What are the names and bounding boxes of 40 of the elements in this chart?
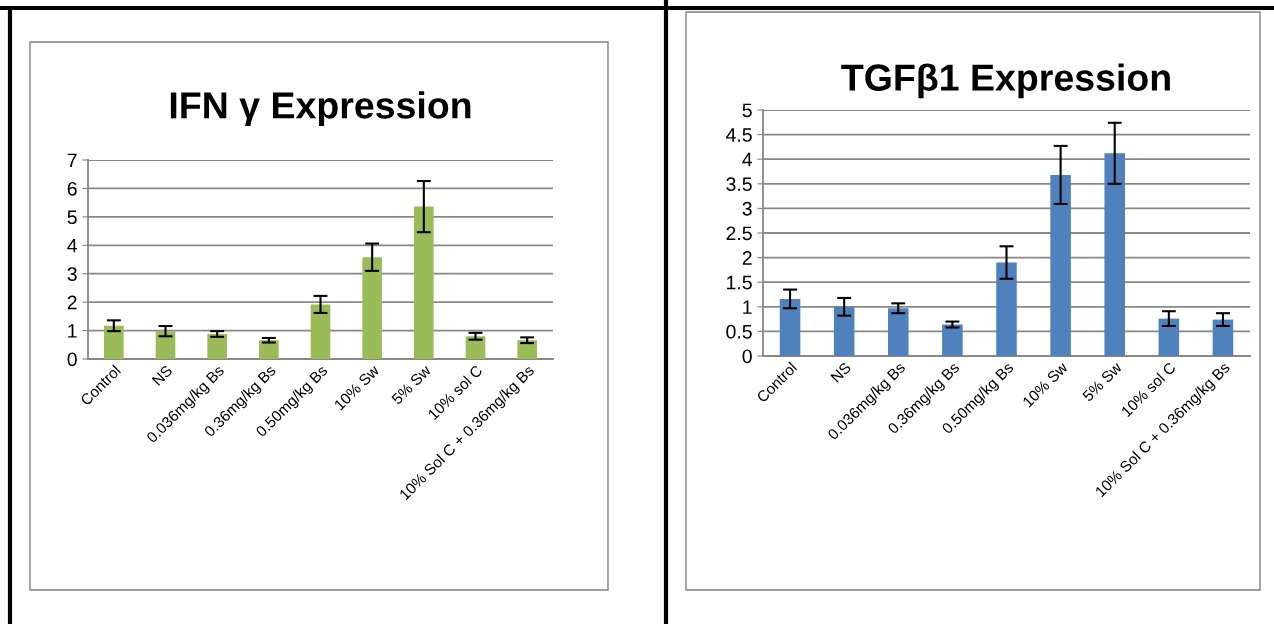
y-tick-label: 4 <box>67 238 78 253</box>
bar <box>155 331 176 359</box>
bar <box>1050 174 1071 356</box>
y-tick-label: 3.5 <box>726 177 752 192</box>
y-tick-label: 0 <box>742 349 752 364</box>
bar <box>465 336 486 359</box>
bar <box>888 308 909 356</box>
y-tick-label: 3 <box>742 201 752 216</box>
y-tick-label: 2.5 <box>726 226 752 241</box>
y-tick-label: 6 <box>67 181 77 196</box>
bar <box>1104 153 1125 356</box>
x-tick-label: 5% Sw <box>1081 361 1123 402</box>
bar <box>833 306 855 356</box>
bar <box>104 325 124 359</box>
bar <box>1158 318 1180 356</box>
x-tick-label: 5% Sw <box>390 364 432 405</box>
y-tick-label: 1 <box>68 324 77 338</box>
chart-title: IFN γ Expression <box>170 91 471 127</box>
y-tick-label: 0 <box>67 352 77 367</box>
y-tick-label: 5 <box>67 210 77 225</box>
bar <box>517 340 537 359</box>
bar <box>362 257 382 359</box>
y-tick-label: 7 <box>67 153 77 168</box>
y-tick-label: 5 <box>742 103 752 118</box>
bar <box>310 304 331 359</box>
chart-title: TGFβ1 Expression <box>841 63 1170 99</box>
y-tick-label: 2 <box>742 251 752 265</box>
y-tick-label: 0.5 <box>726 324 752 339</box>
bar <box>779 298 801 356</box>
y-tick-label: 3 <box>67 267 77 281</box>
bar <box>996 262 1017 356</box>
bar <box>207 333 227 359</box>
y-tick-label: 1 <box>743 300 752 314</box>
bar <box>942 324 963 356</box>
y-tick-label: 4.5 <box>726 128 752 142</box>
bar <box>414 206 434 359</box>
bar <box>1212 319 1234 356</box>
y-tick-label: 4 <box>742 152 753 167</box>
y-tick-label: 1.5 <box>727 275 752 290</box>
y-tick-label: 2 <box>67 295 77 310</box>
